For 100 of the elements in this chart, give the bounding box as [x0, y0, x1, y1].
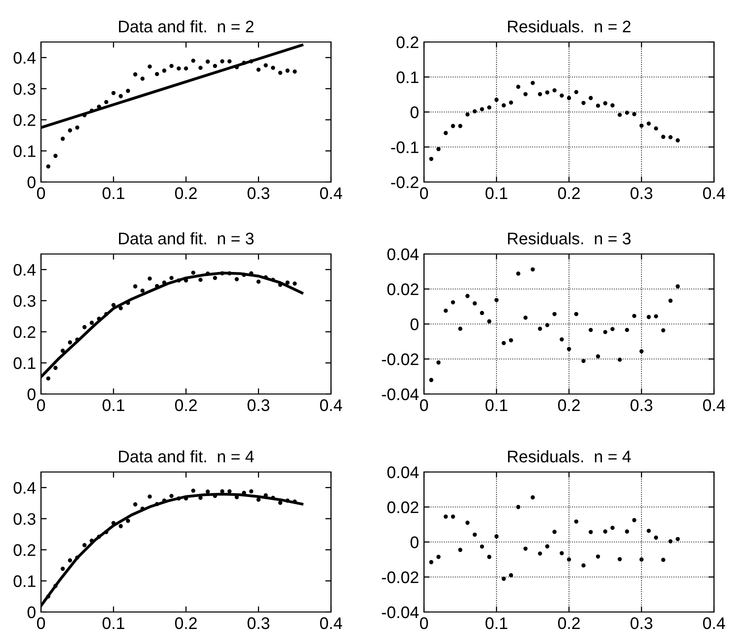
point [264, 63, 268, 68]
point [198, 66, 203, 70]
point [118, 306, 123, 310]
point [111, 520, 116, 526]
y-tick-label: 0.3 [14, 295, 36, 307]
point [234, 495, 239, 500]
point [75, 555, 80, 560]
point [75, 125, 80, 130]
point [610, 526, 615, 530]
point [480, 544, 484, 549]
point [588, 96, 593, 100]
point [206, 60, 210, 64]
point [668, 135, 673, 140]
y-tick-label: 0 [410, 536, 418, 548]
point [68, 340, 72, 344]
x-tick-label: 0 [37, 187, 45, 200]
point [618, 112, 622, 117]
point [610, 326, 615, 332]
point [654, 126, 658, 131]
point [588, 530, 593, 534]
point [545, 322, 550, 328]
point [444, 308, 448, 313]
point [508, 573, 514, 578]
point [46, 164, 50, 169]
point [624, 529, 630, 534]
point [458, 326, 462, 331]
x-tick-label: 0.3 [248, 617, 270, 630]
point [676, 284, 680, 288]
x-tick-label: 0 [37, 399, 45, 412]
x-tick-label: 0.4 [320, 187, 342, 200]
point [661, 558, 666, 562]
point [429, 378, 434, 382]
point [249, 489, 254, 494]
point [472, 532, 477, 537]
y-tick-label: 0.02 [387, 501, 418, 514]
y-tick-label: 0.2 [14, 114, 36, 126]
point [545, 90, 550, 94]
point [502, 340, 506, 346]
y-tick-label: -0.1 [391, 141, 418, 154]
y-tick-label: 0.2 [396, 36, 418, 48]
point [516, 504, 520, 510]
point [560, 551, 564, 556]
point [436, 360, 441, 365]
x-tick-label: 0.3 [630, 187, 652, 200]
x-tick-label: 0.3 [630, 399, 652, 412]
point [654, 314, 658, 318]
point [169, 64, 174, 68]
point [676, 536, 680, 542]
point [560, 93, 564, 98]
point [82, 543, 87, 548]
x-tick-label: 0.2 [558, 399, 580, 412]
x-tick-label: 0.4 [703, 187, 726, 200]
point [530, 267, 535, 272]
point [603, 529, 608, 534]
point [624, 328, 630, 332]
point [472, 301, 477, 306]
x-tick-label: 0.4 [703, 617, 726, 630]
chart-title: Data and fit. n = 4 [119, 450, 254, 462]
point [639, 557, 644, 562]
point [198, 278, 203, 282]
y-tick-label: 0.1 [14, 357, 36, 370]
point [574, 519, 578, 524]
point [465, 294, 470, 298]
y-tick-label: 0 [410, 318, 418, 330]
point [68, 558, 72, 562]
y-tick-label: 0.1 [396, 71, 418, 84]
point [53, 584, 58, 588]
point [227, 271, 232, 276]
point [450, 514, 456, 519]
point [465, 520, 470, 525]
point [530, 495, 535, 500]
point [198, 496, 203, 500]
y-tick-label: -0.02 [382, 353, 418, 366]
point [292, 281, 297, 286]
point [111, 90, 116, 96]
point [206, 490, 210, 494]
point [111, 302, 116, 308]
point [530, 80, 535, 86]
point [227, 489, 232, 494]
point [566, 346, 572, 352]
y-tick-label: 0 [28, 606, 36, 618]
point [639, 124, 644, 128]
point [104, 312, 108, 316]
point [148, 64, 152, 69]
y-tick-label: 0.4 [14, 482, 36, 494]
point [487, 554, 492, 559]
point [264, 275, 268, 280]
point [654, 536, 658, 540]
y-tick-label: 0.2 [14, 326, 36, 338]
point [154, 72, 160, 76]
point [552, 88, 557, 92]
point [581, 100, 586, 105]
point [256, 498, 261, 502]
point [624, 110, 630, 115]
point [68, 128, 72, 132]
chart-title: Residuals. n = 2 [508, 20, 630, 32]
chart-title: Residuals. n = 4 [508, 450, 631, 462]
point [610, 103, 615, 108]
point [234, 277, 239, 282]
point [118, 94, 123, 98]
